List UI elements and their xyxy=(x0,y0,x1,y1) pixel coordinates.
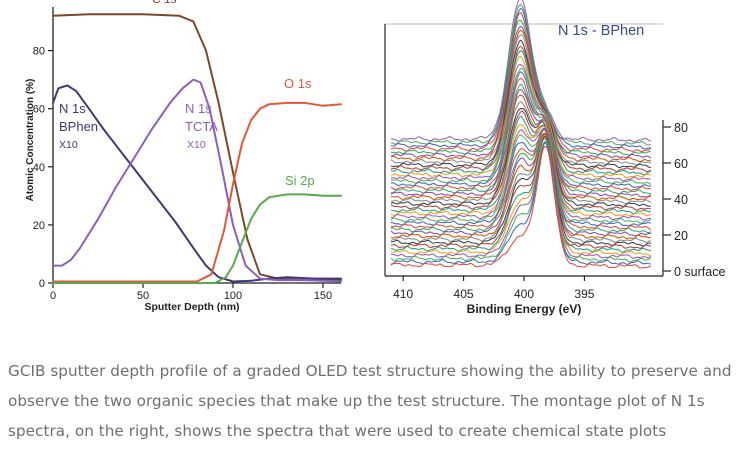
spectrum-line xyxy=(390,88,652,198)
depth-tick-label: 60 xyxy=(674,157,688,171)
depth-profile-chart: 0 20 40 60 80 0 50 100 150 Sputter Depth (nm) Atom… xyxy=(25,0,342,313)
spectrum-line xyxy=(390,136,652,247)
spectrum-line xyxy=(390,83,651,195)
spectrum-line xyxy=(390,26,652,159)
spectrum-line xyxy=(390,140,651,257)
depth-tick-label: 80 xyxy=(674,121,688,135)
series-label-c1s: C 1s xyxy=(152,0,177,6)
series-line xyxy=(52,78,342,283)
spectrum-line xyxy=(390,133,651,237)
series-label-o1s: O 1s xyxy=(284,76,312,91)
spectrum-line xyxy=(391,137,652,253)
x-tick-label: 410 xyxy=(393,287,413,301)
spectrum-line xyxy=(390,94,652,201)
x-tick-label: 0 xyxy=(50,290,56,302)
spectrum-line xyxy=(390,78,651,191)
x-axis-title: Binding Energy (eV) xyxy=(467,302,582,316)
spectrum-line xyxy=(390,50,651,176)
spectrum-line xyxy=(390,145,652,269)
series-label-tcta-line2: TCTA xyxy=(185,119,218,134)
spectrum-line xyxy=(390,55,651,179)
spectrum-line xyxy=(390,39,651,169)
series-line xyxy=(52,193,342,284)
spectrum-line xyxy=(391,129,652,231)
spectrum-line xyxy=(390,140,651,263)
figure: 0 20 40 60 80 0 50 100 150 Sputter Depth (nm) Atom… xyxy=(25,0,725,316)
spectrum-line xyxy=(390,132,652,240)
y-tick-label: 0 xyxy=(39,278,45,290)
spectrum-line xyxy=(390,0,651,143)
y-tick-label: 80 xyxy=(33,46,45,58)
y-axis-title: Atomic Concentration (%) xyxy=(25,79,36,202)
spectrum-line xyxy=(390,124,651,217)
depth-tick-label: 0 surface xyxy=(674,265,725,279)
series-label-bphen-line1: N 1s xyxy=(59,101,86,116)
x-tick-label: 395 xyxy=(574,287,594,301)
x-tick-label: 50 xyxy=(137,290,149,302)
x-tick-label: 150 xyxy=(314,290,332,302)
chart-title: N 1s - BPhen xyxy=(558,23,644,39)
spectrum-line xyxy=(390,115,652,215)
spectrum-line xyxy=(390,127,651,221)
spectrum-line xyxy=(390,29,652,163)
series-label-bphen-line2: BPhen xyxy=(59,119,98,134)
spectrum-line xyxy=(391,142,651,265)
spectrum-line xyxy=(390,67,652,185)
series-label-tcta-line1: N 1s xyxy=(185,101,212,116)
spectrum-line xyxy=(391,71,652,188)
x-axis-title: Sputter Depth (nm) xyxy=(144,301,239,313)
spectrum-line xyxy=(390,135,651,249)
depth-tick-label: 40 xyxy=(674,193,688,207)
spectrum-line xyxy=(390,110,652,211)
spectrum-line xyxy=(390,34,652,166)
spectrum-line xyxy=(391,142,652,259)
depth-tick-label: 20 xyxy=(674,229,688,243)
series-label-tcta-line3: X10 xyxy=(187,139,206,151)
y-tick-label: 40 xyxy=(33,162,45,174)
spectrum-line xyxy=(390,8,651,150)
spectrum-line xyxy=(390,101,652,205)
spectrum-line xyxy=(390,45,652,173)
x-tick-label: 405 xyxy=(454,287,474,301)
spectrum-line xyxy=(390,63,652,182)
y-tick-label: 20 xyxy=(33,220,45,232)
spectrum-line xyxy=(390,3,651,146)
series-label-si2p: Si 2p xyxy=(285,173,315,188)
spectrum-line xyxy=(390,108,651,207)
x-tick-label: 100 xyxy=(224,290,242,302)
spectrum-line xyxy=(390,127,652,224)
spectrum-line xyxy=(390,135,652,243)
spectrum-line xyxy=(390,11,652,153)
figure-caption: GCIB sputter depth profile of a graded O… xyxy=(8,362,732,440)
series-label-bphen-line3: X10 xyxy=(59,139,78,151)
spectrum-line xyxy=(390,132,652,234)
x-tick-label: 400 xyxy=(514,287,534,301)
series-line xyxy=(52,101,342,283)
y-tick-label: 60 xyxy=(33,104,45,116)
